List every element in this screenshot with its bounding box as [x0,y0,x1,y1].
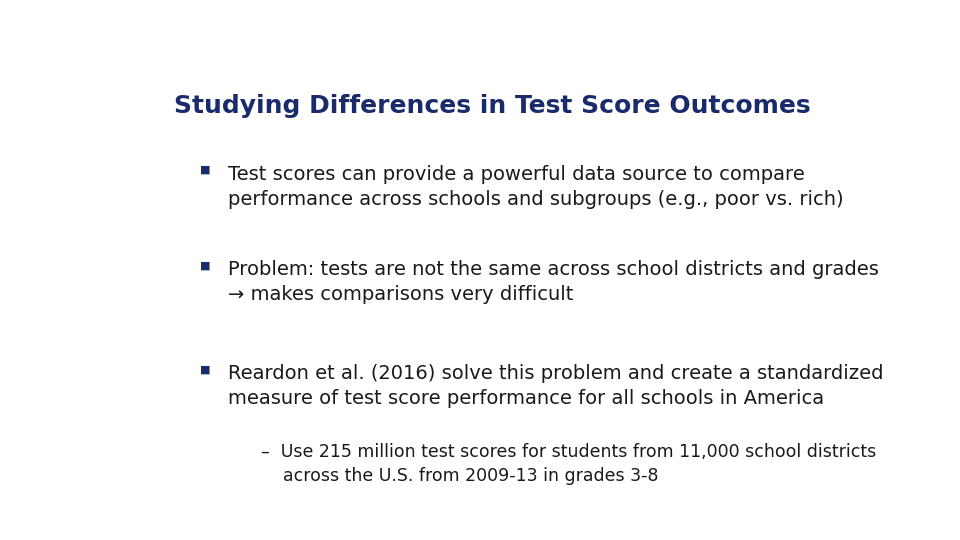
Text: Test scores can provide a powerful data source to compare
performance across sch: Test scores can provide a powerful data … [228,165,844,208]
Text: ■: ■ [201,165,211,174]
Text: Reardon et al. (2016) solve this problem and create a standardized
measure of te: Reardon et al. (2016) solve this problem… [228,364,883,408]
Text: ■: ■ [201,260,211,270]
Text: ■: ■ [201,364,211,374]
Text: –  Use 215 million test scores for students from 11,000 school districts
    acr: – Use 215 million test scores for studen… [261,443,876,485]
Text: Problem: tests are not the same across school districts and grades
→ makes compa: Problem: tests are not the same across s… [228,260,878,304]
Text: Studying Differences in Test Score Outcomes: Studying Differences in Test Score Outco… [174,94,810,118]
